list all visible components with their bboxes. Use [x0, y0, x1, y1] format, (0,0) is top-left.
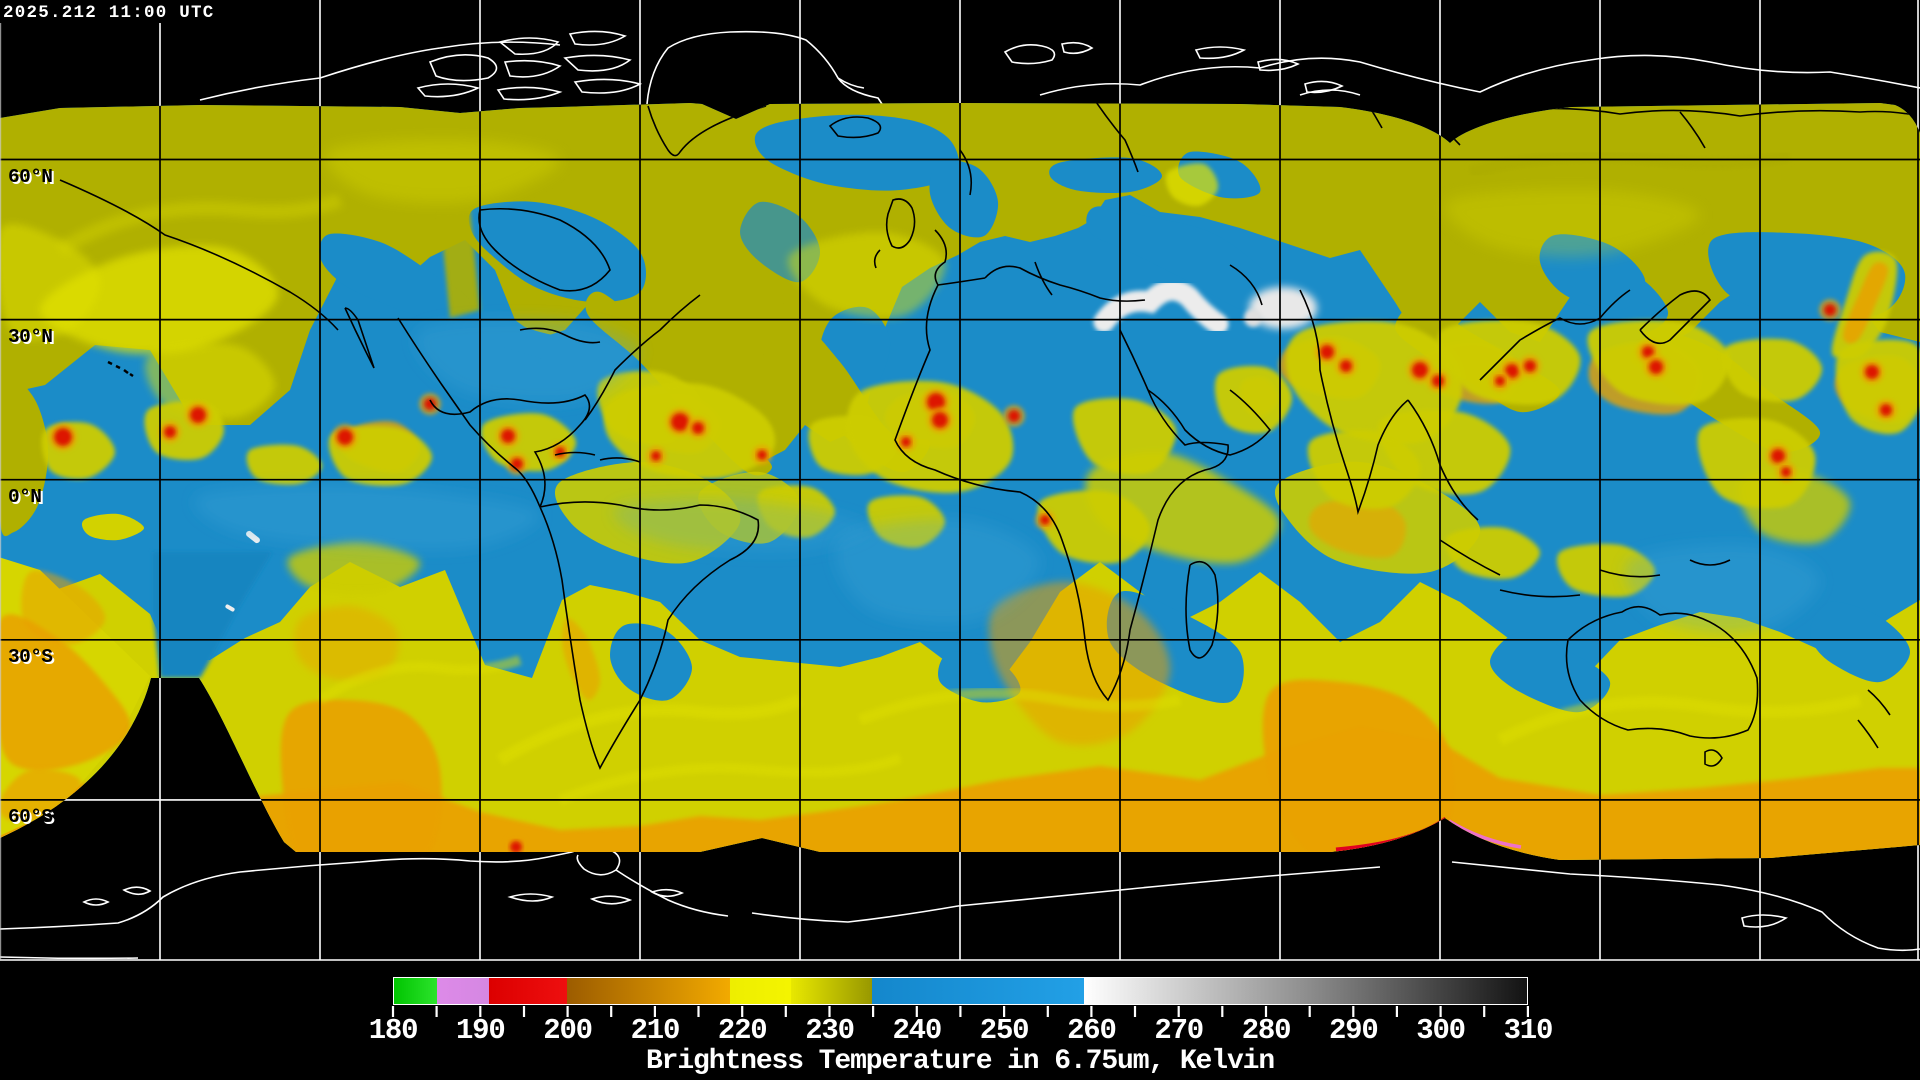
svg-text:Brightness Temperature in 6.75: Brightness Temperature in 6.75um, Kelvin [646, 1046, 1274, 1077]
svg-text:30°S: 30°S [10, 648, 55, 670]
svg-text:0°N: 0°N [10, 488, 43, 510]
svg-text:60°N: 60°N [10, 168, 54, 190]
svg-text:310: 310 [1504, 1014, 1553, 1047]
svg-text:300: 300 [1416, 1014, 1465, 1047]
svg-text:60°S: 60°S [10, 808, 55, 830]
svg-text:270: 270 [1154, 1014, 1203, 1047]
svg-text:30°S: 30°S [8, 646, 53, 668]
svg-text:290: 290 [1329, 1014, 1378, 1047]
svg-text:250: 250 [980, 1014, 1029, 1047]
svg-text:240: 240 [892, 1014, 941, 1047]
svg-text:230: 230 [805, 1014, 854, 1047]
svg-text:30°N: 30°N [10, 328, 54, 350]
svg-text:220: 220 [718, 1014, 767, 1047]
svg-text:210: 210 [631, 1014, 680, 1047]
svg-text:60°N: 60°N [8, 166, 52, 188]
svg-text:260: 260 [1067, 1014, 1116, 1047]
svg-text:60°S: 60°S [8, 806, 53, 828]
svg-text:280: 280 [1242, 1014, 1291, 1047]
svg-text:30°N: 30°N [8, 326, 52, 348]
svg-text:2025.212 11:00 UTC: 2025.212 11:00 UTC [3, 3, 215, 23]
svg-text:190: 190 [456, 1014, 505, 1047]
svg-text:180: 180 [369, 1014, 418, 1047]
svg-text:200: 200 [543, 1014, 592, 1047]
svg-text:0°N: 0°N [8, 486, 41, 508]
